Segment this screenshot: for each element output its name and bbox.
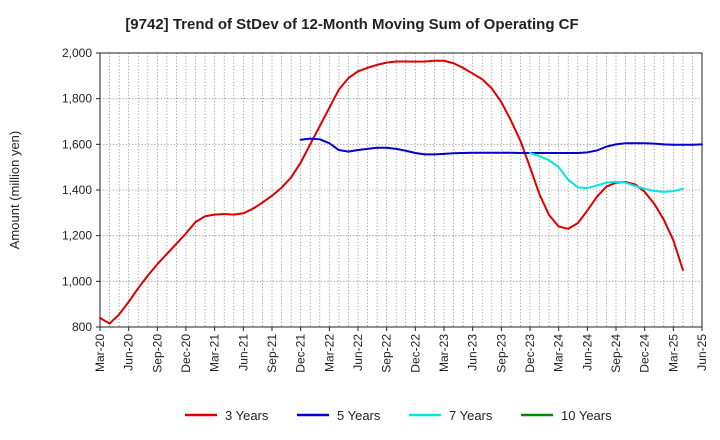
legend: 3 Years 5 Years 7 Years 10 Years (185, 408, 612, 423)
y-tick-label: 1,000 (62, 274, 92, 288)
series-line-7-years (529, 152, 684, 193)
x-tick-label: Dec-23 (523, 334, 537, 373)
grid-layer (100, 53, 702, 327)
legend-label: 3 Years (225, 408, 269, 423)
x-axis-ticks: Mar-20 Jun-20 Sep-20 Dec-20 Mar-21 Jun-21 Sep-… (93, 327, 709, 373)
x-tick-label: Sep-20 (150, 334, 164, 373)
y-tick-label: 1,200 (62, 229, 92, 243)
x-tick-label: Sep-23 (494, 334, 508, 373)
x-tick-label: Jun-23 (466, 334, 480, 371)
y-tick-label: 800 (72, 320, 92, 334)
y-axis-ticks: 800 1,000 1,200 1,400 1,600 1,800 2,000 (62, 46, 100, 334)
x-tick-label: Jun-21 (236, 334, 250, 371)
y-tick-label: 1,600 (62, 137, 92, 151)
x-tick-label: Sep-24 (609, 334, 623, 373)
x-tick-label: Jun-20 (122, 334, 136, 371)
x-tick-label: Jun-25 (695, 334, 709, 371)
y-axis-label: Amount (million yen) (7, 131, 22, 250)
x-tick-label: Mar-20 (93, 334, 107, 372)
x-tick-label: Sep-22 (380, 334, 394, 373)
series-layer (99, 59, 703, 325)
legend-label: 7 Years (449, 408, 493, 423)
x-tick-label: Mar-25 (666, 334, 680, 372)
x-tick-label: Dec-20 (179, 334, 193, 373)
x-tick-label: Dec-21 (294, 334, 308, 373)
x-tick-label: Sep-21 (265, 334, 279, 373)
y-tick-label: 1,400 (62, 183, 92, 197)
x-tick-label: Jun-24 (580, 334, 594, 371)
y-tick-label: 1,800 (62, 92, 92, 106)
y-tick-label: 2,000 (62, 46, 92, 60)
chart-title: [9742] Trend of StDev of 12-Month Moving… (125, 16, 578, 33)
x-tick-label: Mar-24 (552, 334, 566, 372)
series-line-3-years (99, 59, 684, 325)
x-tick-label: Dec-24 (638, 334, 652, 373)
x-tick-label: Mar-21 (208, 334, 222, 372)
x-tick-label: Dec-22 (408, 334, 422, 373)
x-tick-label: Mar-23 (437, 334, 451, 372)
legend-label: 10 Years (561, 408, 612, 423)
legend-label: 5 Years (337, 408, 381, 423)
x-tick-label: Jun-22 (351, 334, 365, 371)
x-tick-label: Mar-22 (322, 334, 336, 372)
series-line-5-years (299, 137, 703, 156)
